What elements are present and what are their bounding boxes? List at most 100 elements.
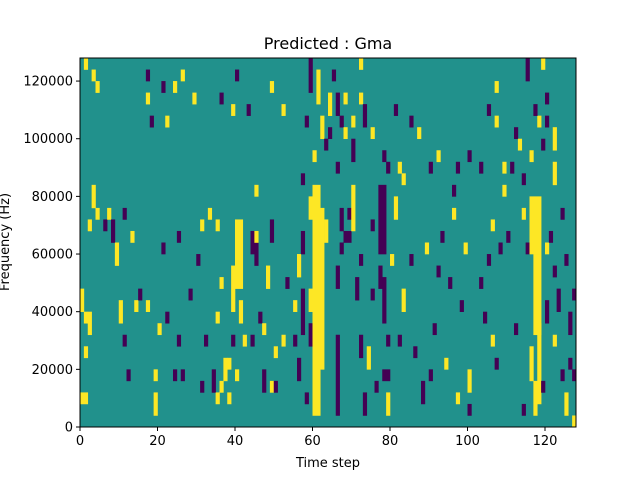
- heatmap-cell-negative: [300, 173, 306, 186]
- heatmap-cell-negative: [188, 288, 193, 301]
- heatmap-cell-negative: [564, 254, 569, 266]
- y-tick-label: 20000: [32, 363, 73, 378]
- heatmap-cell-positive: [262, 323, 267, 336]
- heatmap-cell-negative: [467, 403, 472, 416]
- heatmap-cell-positive: [537, 115, 542, 128]
- heatmap-cell-positive: [297, 254, 302, 278]
- heatmap-cell-negative: [545, 92, 550, 105]
- heatmap-cell-positive: [87, 219, 92, 232]
- heatmap-cell-positive: [235, 369, 240, 382]
- heatmap-cell-negative: [382, 277, 387, 324]
- heatmap-cell-negative: [273, 380, 278, 393]
- heatmap-cell-negative: [436, 265, 441, 278]
- heatmap-cell-negative: [428, 369, 433, 382]
- heatmap-cell-negative: [560, 207, 565, 220]
- heatmap-cell-negative: [335, 92, 340, 116]
- heatmap-cell-positive: [351, 115, 356, 128]
- heatmap-cell-positive: [359, 58, 364, 70]
- heatmap-cell-positive: [308, 196, 313, 220]
- heatmap-cell-negative: [525, 58, 530, 82]
- heatmap-cell-negative: [165, 311, 170, 324]
- heatmap-cell-negative: [498, 242, 503, 255]
- heatmap-cell-negative: [254, 242, 259, 266]
- heatmap-cell-negative: [362, 115, 368, 128]
- x-tick-label: 0: [76, 434, 84, 449]
- heatmap-cell-positive: [537, 323, 542, 405]
- heatmap-cell-negative: [409, 254, 414, 266]
- heatmap-cell-positive: [436, 150, 441, 163]
- heatmap-cell-negative: [339, 242, 344, 255]
- heatmap-cell-positive: [231, 104, 236, 116]
- y-axis-label: Frequency (Hz): [0, 193, 13, 291]
- heatmap-cell-positive: [87, 311, 92, 336]
- heatmap-cell-positive: [417, 127, 422, 140]
- heatmap-cell-negative: [204, 334, 209, 347]
- heatmap-cell-positive: [324, 219, 329, 243]
- heatmap-cell-negative: [506, 230, 511, 243]
- heatmap-cell-positive: [370, 127, 375, 140]
- heatmap-cell-negative: [196, 254, 201, 266]
- heatmap-cell-positive: [207, 207, 213, 220]
- heatmap-cell-positive: [165, 115, 170, 128]
- heatmap-cell-positive: [502, 161, 507, 174]
- y-tick-label: 120000: [23, 75, 73, 90]
- plot-area: [80, 58, 577, 428]
- heatmap-cell-negative: [452, 184, 457, 197]
- heatmap-cell-positive: [200, 219, 205, 232]
- heatmap-cell-negative: [122, 334, 127, 347]
- heatmap-cell-negative: [525, 242, 530, 255]
- heatmap-cell-negative: [568, 357, 573, 370]
- heatmap-cell-negative: [359, 334, 364, 359]
- heatmap-cell-positive: [401, 288, 406, 312]
- heatmap-cell-positive: [235, 219, 244, 289]
- heatmap-cell-negative: [533, 104, 538, 116]
- heatmap-cell-negative: [521, 173, 526, 186]
- heatmap-cell-negative: [382, 150, 387, 163]
- heatmap-cell-negative: [386, 161, 391, 174]
- heatmap-cell-positive: [343, 92, 348, 105]
- x-tick-label: 80: [382, 434, 399, 449]
- heatmap-cell-positive: [572, 415, 577, 428]
- y-tick-label: 80000: [32, 190, 73, 205]
- heatmap-cell-negative: [545, 115, 550, 128]
- heatmap-cell-positive: [293, 300, 298, 312]
- chart-title: Predicted : Gma: [264, 34, 392, 53]
- heatmap-cell-negative: [304, 115, 309, 128]
- heatmap-cell-negative: [479, 161, 484, 174]
- heatmap-cell-negative: [448, 277, 453, 289]
- heatmap-cell-negative: [359, 254, 364, 266]
- heatmap-cell-positive: [494, 115, 499, 128]
- heatmap-cell-positive: [157, 323, 162, 336]
- heatmap-cell-negative: [479, 277, 484, 289]
- heatmap-cell-negative: [548, 230, 554, 243]
- heatmap-cell-negative: [552, 265, 557, 278]
- heatmap-cell-positive: [83, 346, 89, 359]
- heatmap-cell-positive: [107, 207, 112, 220]
- heatmap-cell-positive: [238, 300, 244, 324]
- heatmap-cell-negative: [355, 277, 360, 301]
- heatmap-cell-positive: [312, 184, 321, 416]
- heatmap-cell-positive: [316, 69, 321, 105]
- heatmap-cell-negative: [297, 357, 302, 382]
- heatmap-cell-positive: [351, 184, 356, 232]
- heatmap-cell-negative: [176, 334, 182, 347]
- heatmap-cell-negative: [246, 104, 251, 116]
- heatmap-cell-positive: [254, 230, 259, 243]
- heatmap-cell-negative: [250, 230, 255, 255]
- heatmap-cell-negative: [514, 127, 519, 140]
- heatmap-cell-positive: [266, 265, 271, 289]
- heatmap-cell-positive: [91, 184, 96, 209]
- heatmap-cell-positive: [343, 127, 348, 140]
- heatmap-cell-negative: [393, 104, 399, 116]
- heatmap-cell-negative: [541, 380, 546, 393]
- heatmap-cell-positive: [219, 380, 224, 393]
- heatmap-cell-negative: [459, 300, 464, 312]
- heatmap-cell-positive: [231, 265, 236, 312]
- heatmap-cell-negative: [347, 207, 352, 220]
- heatmap-cell-negative: [409, 115, 414, 128]
- y-tick-label: 60000: [32, 248, 73, 263]
- heatmap-cell-negative: [293, 334, 298, 347]
- heatmap-cell-positive: [273, 346, 278, 359]
- heatmap-cell-positive: [529, 150, 534, 163]
- heatmap-cell-negative: [510, 161, 515, 174]
